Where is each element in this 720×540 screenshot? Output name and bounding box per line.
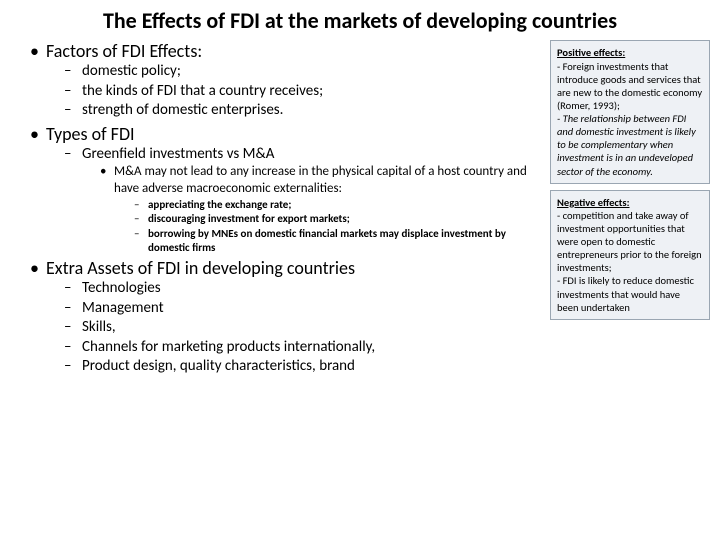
sidebar: Positive effects: - Foreign investments … bbox=[550, 40, 710, 378]
bullet: – bbox=[64, 279, 82, 299]
item-text: appreciating the exchange rate; bbox=[148, 198, 291, 212]
list-item: –discouraging investment for export mark… bbox=[10, 212, 544, 226]
list-item: –Skills, bbox=[10, 318, 544, 338]
item-text: borrowing by MNEs on domestic financial … bbox=[148, 227, 544, 256]
list-item: –Product design, quality characteristics… bbox=[10, 357, 544, 377]
bullet: – bbox=[64, 101, 82, 121]
page-title: The Effects of FDI at the markets of dev… bbox=[0, 0, 720, 40]
positive-effects-box: Positive effects: - Foreign investments … bbox=[550, 40, 710, 183]
item-text: the kinds of FDI that a country receives… bbox=[82, 82, 323, 102]
item-text: Technologies bbox=[82, 279, 161, 299]
negative-heading: Negative effects: bbox=[557, 196, 630, 209]
list-item: –Technologies bbox=[10, 279, 544, 299]
content-columns: •Factors of FDI Effects:–domestic policy… bbox=[0, 40, 720, 378]
item-text: M&A may not lead to any increase in the … bbox=[114, 164, 544, 198]
bullet: – bbox=[64, 318, 82, 338]
bullet: • bbox=[30, 40, 46, 62]
list-item: –the kinds of FDI that a country receive… bbox=[10, 82, 544, 102]
list-item: •Factors of FDI Effects:–domestic policy… bbox=[10, 40, 544, 121]
bullet: – bbox=[134, 198, 148, 212]
negative-p2: - FDI is likely to reduce domestic inves… bbox=[557, 274, 694, 313]
list-item: –Management bbox=[10, 299, 544, 319]
item-text: Product design, quality characteristics,… bbox=[82, 357, 355, 377]
positive-p2: - The relationship between FDI and domes… bbox=[557, 112, 696, 178]
list-item: –Greenfield investments vs M&A•M&A may n… bbox=[10, 145, 544, 255]
bullet: – bbox=[134, 227, 148, 256]
bullet: – bbox=[64, 82, 82, 102]
bullet: • bbox=[30, 257, 46, 279]
bullet: • bbox=[100, 164, 114, 198]
negative-effects-box: Negative effects: - competition and take… bbox=[550, 190, 710, 320]
item-text: Management bbox=[82, 299, 164, 319]
bullet: – bbox=[134, 212, 148, 226]
list-item: –Channels for marketing products interna… bbox=[10, 338, 544, 358]
main-outline: •Factors of FDI Effects:–domestic policy… bbox=[10, 40, 550, 378]
bullet: – bbox=[64, 299, 82, 319]
item-text: Skills, bbox=[82, 318, 116, 338]
bullet: • bbox=[30, 123, 46, 145]
list-item: •M&A may not lead to any increase in the… bbox=[10, 164, 544, 255]
bullet: – bbox=[64, 145, 82, 165]
positive-heading: Positive effects: bbox=[557, 46, 625, 59]
list-item: –appreciating the exchange rate; bbox=[10, 198, 544, 212]
list-item: –domestic policy; bbox=[10, 62, 544, 82]
item-text: Types of FDI bbox=[46, 123, 135, 145]
item-text: Factors of FDI Effects: bbox=[46, 40, 202, 62]
item-text: discouraging investment for export marke… bbox=[148, 212, 350, 226]
bullet: – bbox=[64, 357, 82, 377]
list-item: •Extra Assets of FDI in developing count… bbox=[10, 257, 544, 377]
positive-p1: - Foreign investments that introduce goo… bbox=[557, 60, 702, 112]
list-item: –borrowing by MNEs on domestic financial… bbox=[10, 227, 544, 256]
item-text: strength of domestic enterprises. bbox=[82, 101, 283, 121]
list-item: –strength of domestic enterprises. bbox=[10, 101, 544, 121]
item-text: Extra Assets of FDI in developing countr… bbox=[46, 257, 355, 279]
bullet: – bbox=[64, 62, 82, 82]
item-text: domestic policy; bbox=[82, 62, 181, 82]
item-text: Greenfield investments vs M&A bbox=[82, 145, 274, 165]
bullet: – bbox=[64, 338, 82, 358]
negative-p1: - competition and take away of investmen… bbox=[557, 209, 702, 275]
item-text: Channels for marketing products internat… bbox=[82, 338, 375, 358]
list-item: •Types of FDI–Greenfield investments vs … bbox=[10, 123, 544, 255]
